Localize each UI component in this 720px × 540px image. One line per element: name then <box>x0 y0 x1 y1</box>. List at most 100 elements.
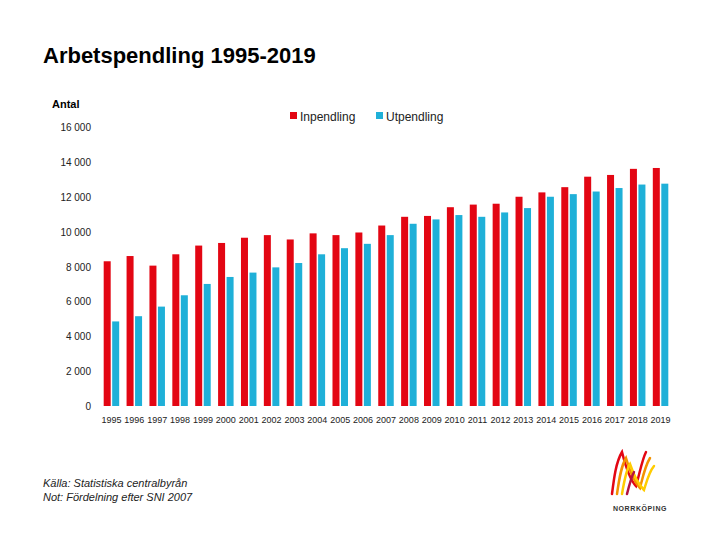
bar <box>181 295 188 406</box>
y-tick-label: 14 000 <box>60 157 91 168</box>
y-label: Antal <box>52 98 80 110</box>
y-tick <box>95 196 99 197</box>
bar <box>424 216 431 406</box>
x-tick-label: 2008 <box>399 415 419 425</box>
legend-label: Utpendling <box>386 110 443 124</box>
bar <box>593 192 600 406</box>
y-tick-label: 4 000 <box>66 331 91 342</box>
bar <box>264 235 271 406</box>
bar <box>332 235 339 406</box>
x-tick-label: 1998 <box>170 415 190 425</box>
chart: Arbetspendling 1995-2019Antal02 0004 000… <box>0 0 720 540</box>
x-tick-label: 2011 <box>468 415 487 425</box>
x-tick-label: 2009 <box>422 415 442 425</box>
bar <box>433 219 440 406</box>
x-tick-label: 2012 <box>490 415 510 425</box>
y-tick-label: 12 000 <box>60 192 91 203</box>
y-tick <box>95 266 99 267</box>
bar <box>401 217 408 406</box>
y-tick-label: 16 000 <box>60 122 91 133</box>
bar <box>355 232 362 406</box>
x-tick-label: 2017 <box>605 415 625 425</box>
legend-swatch <box>290 112 297 119</box>
bar <box>149 266 156 406</box>
x-tick-label: 2006 <box>353 415 373 425</box>
y-tick <box>95 336 99 337</box>
x-tick-label: 2016 <box>582 415 602 425</box>
x-tick-label: 1995 <box>101 415 121 425</box>
x-tick-label: 2002 <box>262 415 282 425</box>
x-tick-label: 2015 <box>559 415 579 425</box>
bar <box>653 168 660 406</box>
legend-label: Inpendling <box>300 110 355 124</box>
bar <box>112 321 119 406</box>
x-tick-label: 1996 <box>124 415 144 425</box>
logo <box>612 452 654 494</box>
x-tick-label: 2018 <box>628 415 648 425</box>
bar <box>661 184 668 406</box>
y-tick-label: 10 000 <box>60 227 91 238</box>
bar <box>172 254 179 406</box>
x-tick-label: 1999 <box>193 415 213 425</box>
legend-swatch <box>376 112 383 119</box>
bar <box>607 175 614 406</box>
x-tick-label: 1997 <box>147 415 167 425</box>
x-tick-label: 2010 <box>445 415 465 425</box>
bar <box>364 244 371 406</box>
y-tick <box>95 127 99 128</box>
bar <box>104 261 111 406</box>
bar <box>227 277 234 406</box>
x-tick-label: 2004 <box>307 415 327 425</box>
y-tick <box>95 371 99 372</box>
bar <box>638 185 645 406</box>
bar <box>195 246 202 406</box>
x-tick-label: 2000 <box>216 415 236 425</box>
y-tick <box>95 301 99 302</box>
y-tick <box>95 231 99 232</box>
bar <box>524 208 531 406</box>
logo-stroke <box>627 472 634 494</box>
x-tick-label: 2019 <box>651 415 671 425</box>
y-tick <box>95 161 99 162</box>
bar <box>135 316 142 406</box>
bar <box>218 243 225 406</box>
y-tick <box>95 406 99 407</box>
bar <box>310 233 317 406</box>
bar <box>616 188 623 406</box>
bar <box>516 197 523 406</box>
bar <box>318 254 325 406</box>
bar <box>547 197 554 406</box>
y-tick-label: 8 000 <box>66 262 91 273</box>
bar <box>584 177 591 406</box>
bar <box>241 238 248 406</box>
x-tick-label: 2003 <box>284 415 304 425</box>
bar <box>493 204 500 406</box>
logo-text: NORRKÖPING <box>613 504 667 512</box>
bar <box>158 307 165 406</box>
annotation: Not: Fördelning efter SNI 2007 <box>43 491 193 503</box>
x-tick-label: 2001 <box>239 415 259 425</box>
y-tick-label: 2 000 <box>66 366 91 377</box>
bar <box>204 284 211 406</box>
bar <box>470 205 477 406</box>
annotation: Källa: Statistiska centralbyrån <box>43 477 187 489</box>
title: Arbetspendling 1995-2019 <box>43 43 316 68</box>
x-tick-label: 2013 <box>513 415 533 425</box>
bar <box>478 217 485 406</box>
bar <box>630 169 637 406</box>
bar <box>410 224 417 406</box>
bar <box>295 263 302 406</box>
bar <box>455 215 462 406</box>
bar <box>287 239 294 406</box>
bar <box>538 192 545 406</box>
bar <box>249 273 256 406</box>
x-tick-label: 2005 <box>330 415 350 425</box>
bar <box>570 194 577 406</box>
bar <box>387 235 394 406</box>
bar <box>501 212 508 406</box>
x-tick-label: 2014 <box>536 415 556 425</box>
bar <box>447 207 454 406</box>
bar <box>561 187 568 406</box>
bar <box>378 226 385 406</box>
bar <box>341 248 348 406</box>
